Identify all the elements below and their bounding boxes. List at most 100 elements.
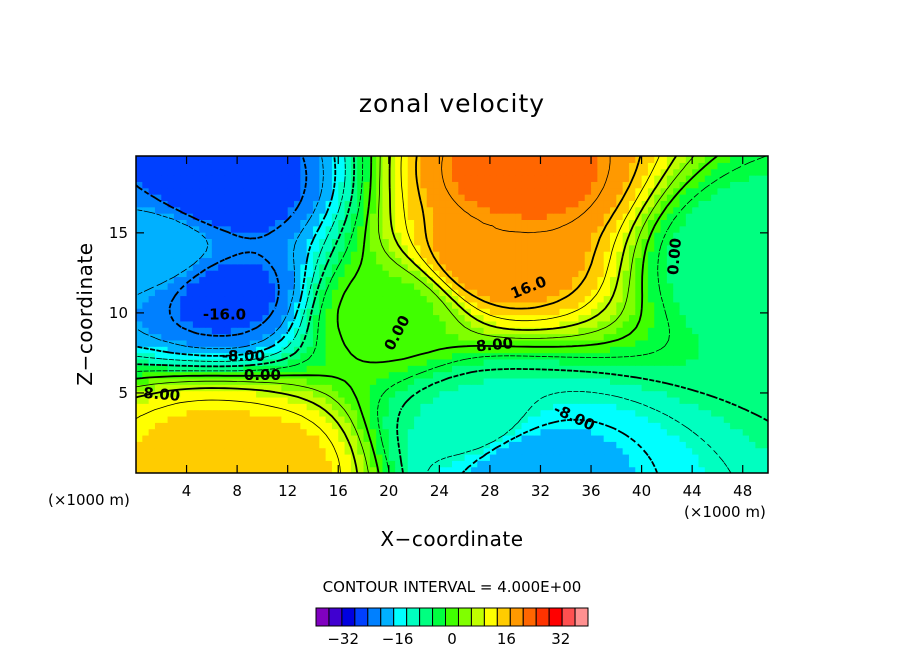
contour-cell	[622, 441, 630, 449]
contour-cell	[281, 415, 289, 423]
contour-cell	[300, 175, 308, 182]
contour-cell	[180, 460, 188, 468]
contour-cell	[344, 352, 352, 360]
contour-cell	[584, 346, 592, 354]
contour-cell	[641, 301, 649, 309]
contour-cell	[161, 447, 169, 455]
contour-cell	[249, 282, 257, 290]
contour-cell	[350, 358, 358, 366]
contour-cell	[489, 308, 497, 316]
contour-cell	[508, 251, 516, 259]
contour-cell	[647, 257, 655, 265]
contour-cell	[540, 415, 548, 423]
contour-cell	[584, 162, 592, 170]
contour-cell	[730, 263, 737, 271]
contour-cell	[730, 314, 737, 322]
contour-cell	[319, 358, 327, 366]
contour-cell	[641, 422, 649, 430]
contour-cell	[249, 415, 257, 423]
contour-cell	[414, 358, 421, 366]
contour-cell	[692, 213, 700, 220]
contour-cell	[294, 314, 301, 322]
contour-cell	[508, 384, 516, 392]
contour-cell	[433, 339, 440, 347]
contour-cell	[256, 365, 263, 373]
contour-cell	[458, 434, 466, 442]
contour-cell	[502, 181, 510, 189]
contour-cell	[521, 371, 529, 379]
contour-cell	[388, 181, 396, 189]
contour-cell	[660, 460, 668, 468]
contour-cell	[369, 276, 377, 284]
contour-cell	[641, 257, 649, 265]
contour-cell	[502, 263, 510, 271]
contour-cell	[268, 409, 276, 417]
contour-cell	[489, 409, 497, 417]
contour-cell	[458, 238, 466, 246]
contour-cell	[338, 422, 346, 430]
contour-cell	[445, 346, 453, 354]
contour-cell	[426, 257, 434, 265]
contour-cell	[736, 377, 744, 385]
contour-cell	[755, 466, 763, 473]
contour-cell	[180, 365, 188, 373]
contour-cell	[186, 352, 194, 360]
contour-cell	[584, 327, 592, 335]
contour-cell	[666, 409, 674, 417]
contour-cell	[603, 377, 611, 385]
contour-cell	[180, 415, 188, 423]
contour-cell	[262, 422, 270, 430]
contour-cell	[534, 162, 542, 170]
contour-cell	[243, 251, 251, 259]
contour-cell	[445, 244, 453, 252]
contour-cell	[546, 270, 554, 278]
contour-cell	[553, 232, 561, 240]
contour-cell	[742, 320, 750, 328]
contour-cell	[565, 396, 573, 404]
contour-cell	[704, 352, 712, 360]
contour-cell	[420, 352, 428, 360]
contour-cell	[439, 453, 447, 461]
contour-cell	[692, 232, 700, 240]
contour-cell	[186, 225, 194, 233]
contour-cell	[546, 371, 554, 379]
contour-cell	[711, 187, 719, 195]
contour-cell	[584, 403, 592, 411]
contour-cell	[249, 232, 257, 240]
contour-cell	[502, 206, 510, 214]
contour-cell	[654, 339, 662, 347]
contour-cell	[711, 175, 719, 182]
contour-cell	[685, 377, 693, 385]
contour-cell	[730, 308, 737, 316]
contour-cell	[249, 244, 257, 252]
contour-cell	[445, 156, 453, 163]
contour-cell	[603, 434, 611, 442]
contour-cell	[369, 434, 377, 442]
contour-cell	[338, 396, 346, 404]
contour-cell	[597, 371, 605, 379]
contour-cell	[426, 314, 434, 322]
contour-cell	[749, 175, 756, 182]
contour-cell	[388, 441, 396, 449]
contour-cell	[736, 422, 744, 430]
contour-cell	[749, 194, 756, 201]
contour-cell	[546, 441, 554, 449]
contour-cell	[319, 187, 327, 195]
contour-cell	[439, 156, 447, 163]
contour-cell	[673, 403, 681, 411]
contour-cell	[180, 396, 188, 404]
contour-cell	[243, 460, 251, 468]
contour-cell	[382, 352, 390, 360]
contour-cell	[578, 276, 586, 284]
contour-cell	[698, 339, 706, 347]
contour-cell	[395, 219, 403, 227]
contour-cell	[414, 194, 421, 201]
contour-cell	[546, 206, 554, 214]
contour-cell	[357, 466, 365, 473]
contour-cell	[742, 187, 750, 195]
contour-cell	[635, 327, 643, 335]
contour-cell	[464, 396, 472, 404]
contour-cell	[414, 175, 421, 182]
contour-cell	[230, 257, 238, 265]
contour-cell	[452, 320, 459, 328]
